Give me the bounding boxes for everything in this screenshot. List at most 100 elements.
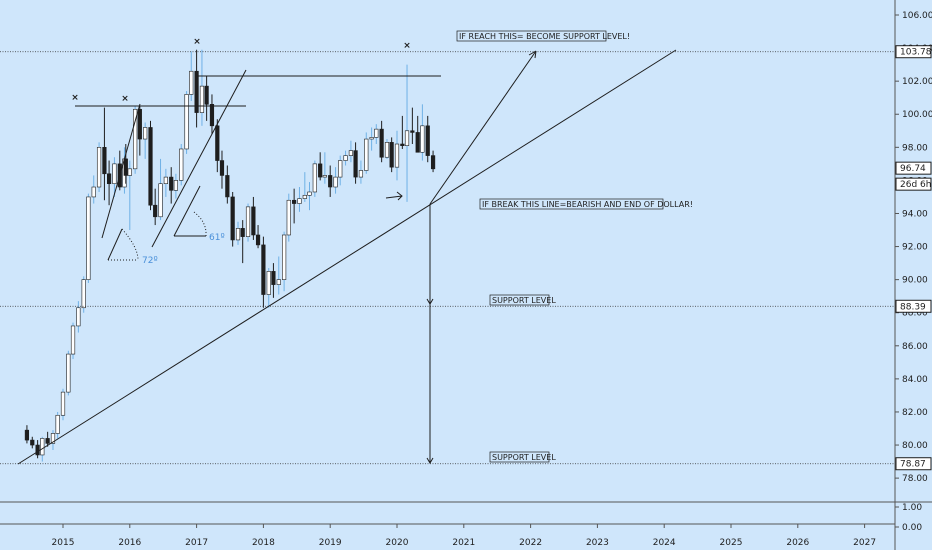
candle	[261, 236, 266, 308]
time-tick-label: 2026	[786, 538, 809, 548]
candle-body-up	[70, 325, 76, 355]
candle	[148, 120, 153, 211]
candle	[364, 132, 369, 174]
candle-body-up	[302, 194, 307, 199]
candle	[204, 76, 209, 121]
candle-body-down	[169, 176, 174, 191]
candle-body-down	[292, 199, 297, 204]
candle	[348, 140, 354, 163]
labels-layer: IF REACH THIS= BECOME SUPPORT LEVEL! IF …	[142, 30, 693, 463]
candle	[318, 152, 323, 181]
candle-body-up	[184, 94, 189, 150]
price-tick-label: 106.00	[902, 11, 932, 21]
candle-body-up	[60, 391, 66, 416]
price-tick-label: 80.00	[902, 441, 928, 451]
candle-body-down	[106, 173, 112, 185]
candle	[286, 193, 291, 242]
candle	[333, 167, 338, 194]
wedge-line-1	[101, 103, 141, 239]
candle-body-down	[410, 130, 415, 133]
price-tag-label: 103.78	[900, 48, 932, 58]
candle	[45, 431, 50, 447]
time-tick-label: 2015	[52, 538, 75, 548]
candle-body-down	[194, 70, 199, 113]
projection-arrow-line	[429, 50, 537, 205]
price-tick-label: 84.00	[902, 375, 928, 385]
levels-layer	[0, 51, 895, 465]
candle	[106, 160, 112, 206]
candle-body-up	[266, 271, 271, 295]
candle	[194, 49, 199, 128]
small-arrow	[385, 191, 403, 201]
candle	[153, 188, 158, 226]
candle	[374, 124, 379, 145]
candle-body-down	[255, 234, 261, 246]
price-tick-label: 0.00	[902, 523, 922, 533]
candle	[163, 168, 168, 197]
annotation-box	[456, 30, 607, 42]
candle-body-up	[358, 170, 364, 178]
candle-body-up	[235, 228, 241, 241]
candle-body-down	[137, 108, 142, 140]
candle	[389, 137, 394, 173]
candle	[297, 187, 302, 212]
angle-label: 61º	[209, 233, 225, 243]
candle-body-down	[261, 244, 266, 295]
candle-body-up	[189, 70, 194, 95]
candle-body-down	[353, 150, 358, 178]
candle	[400, 115, 405, 149]
candle	[420, 104, 425, 161]
candle	[235, 221, 241, 245]
candle	[133, 105, 138, 174]
candle-body-up	[179, 148, 184, 181]
candle-body-down	[35, 444, 40, 456]
candle	[209, 94, 215, 135]
candle-body-up	[374, 128, 379, 138]
x-mark: ×	[71, 93, 79, 103]
candle-body-up	[127, 168, 132, 176]
candle	[430, 150, 436, 173]
annotation-box	[489, 451, 550, 463]
x-mark: ×	[403, 41, 411, 51]
drawings-layer: × × × ×	[17, 37, 677, 465]
time-tick-label: 2020	[386, 538, 409, 548]
candle-body-up	[40, 438, 45, 456]
price-tag: 78.87	[895, 457, 932, 471]
candle-body-up	[369, 137, 374, 140]
candle-body-up	[333, 176, 338, 188]
plot-background	[0, 0, 895, 550]
candle-body-up	[307, 191, 312, 196]
candle	[55, 411, 60, 439]
candle-body-down	[415, 132, 420, 153]
price-tag-label: 96.74	[900, 164, 926, 174]
drop-arrow-head-2	[426, 457, 434, 464]
candle	[369, 127, 374, 151]
candle	[266, 268, 271, 308]
candle-body-down	[219, 160, 225, 176]
candle	[96, 142, 102, 192]
x-mark: ×	[193, 37, 201, 47]
candle-body-up	[364, 138, 369, 171]
candle	[173, 173, 178, 199]
candle-body-up	[286, 199, 291, 236]
candle-body-up	[163, 176, 168, 185]
candle-body-down	[230, 196, 235, 241]
candle	[358, 160, 364, 184]
candle-body-up	[282, 234, 287, 280]
price-tag-box	[895, 161, 932, 175]
candle	[24, 425, 30, 444]
candle-body-up	[297, 198, 302, 204]
candle	[384, 139, 390, 159]
candle	[179, 144, 184, 186]
candle	[184, 91, 189, 154]
candle	[91, 175, 96, 204]
candle	[240, 220, 245, 264]
ascending-trendline	[17, 49, 677, 465]
candle-body-up	[343, 155, 348, 161]
candle-body-down	[389, 142, 394, 168]
price-tag-box	[895, 45, 932, 59]
candle-body-down	[318, 163, 323, 178]
annotation-box	[479, 198, 664, 210]
wedge-line-2	[151, 69, 247, 248]
